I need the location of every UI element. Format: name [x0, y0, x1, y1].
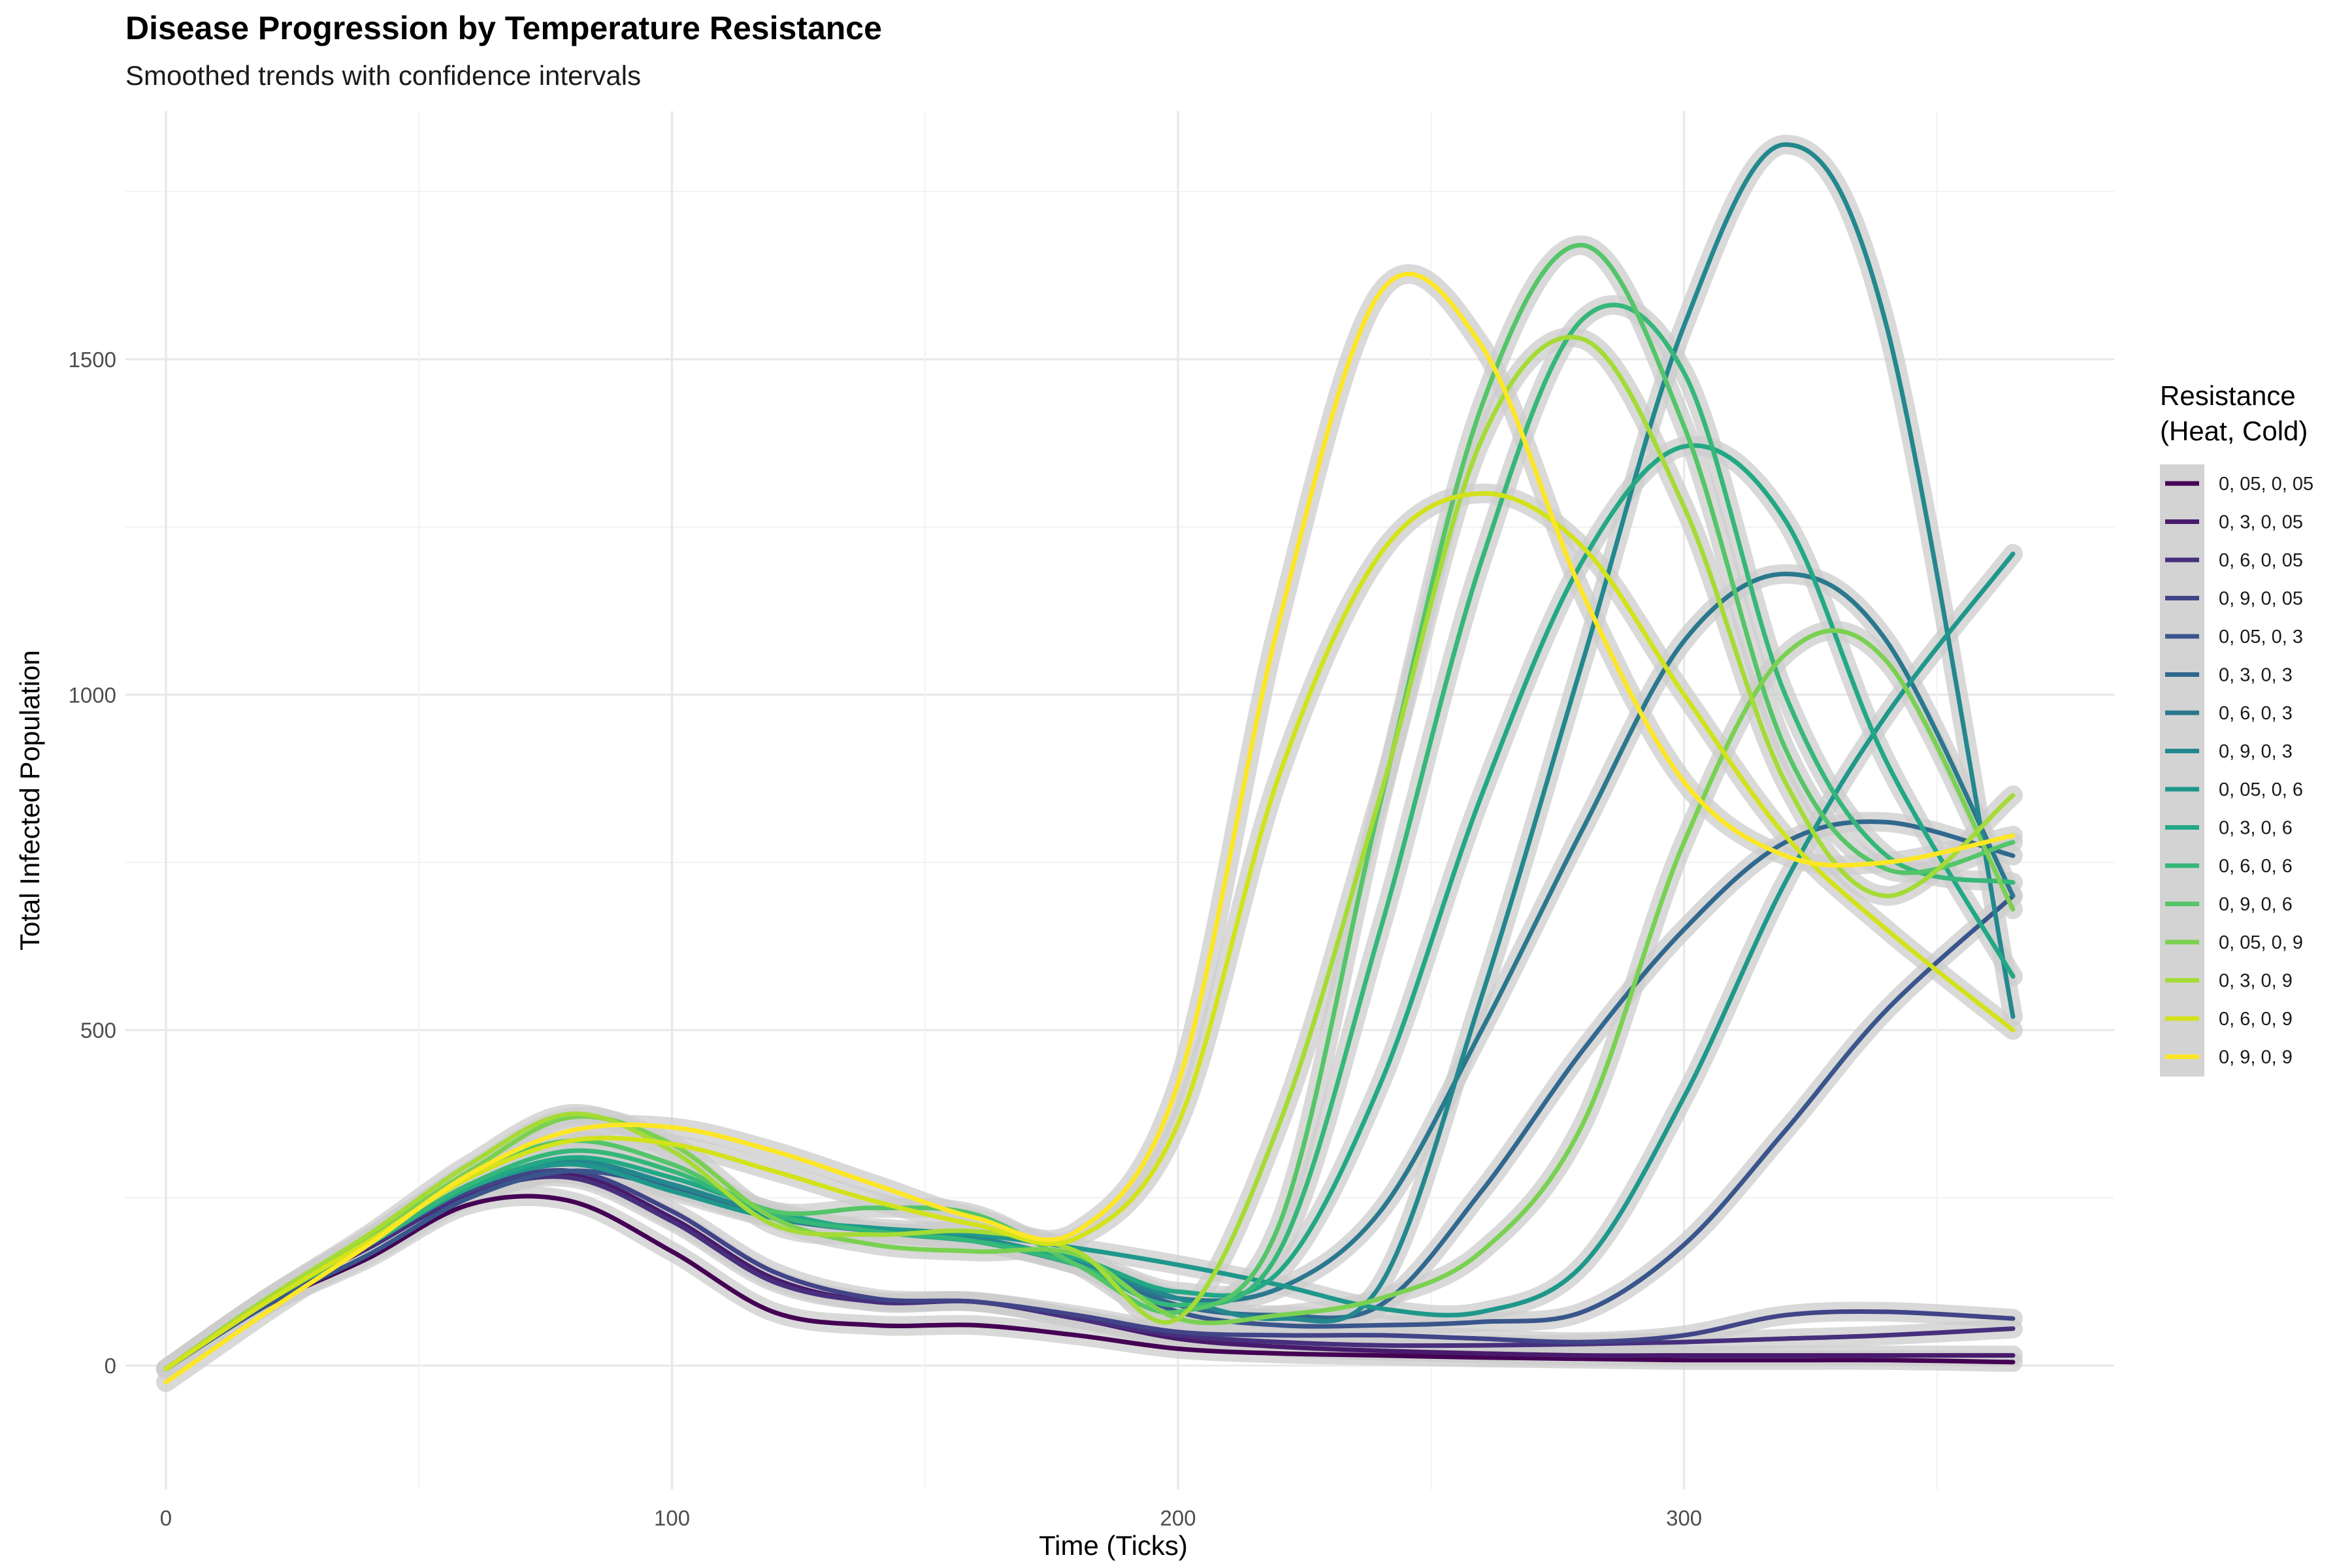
legend-entry-label: 0, 9, 0, 3 — [2219, 742, 2293, 762]
legend-title: Resistance — [2160, 380, 2296, 411]
legend-entry-label: 0, 6, 0, 3 — [2219, 703, 2293, 724]
x-axis-title: Time (Ticks) — [1039, 1530, 1188, 1561]
legend-entry-label: 0, 9, 0, 05 — [2219, 589, 2303, 610]
legend-entry-label: 0, 05, 0, 3 — [2219, 627, 2303, 647]
chart-title: Disease Progression by Temperature Resis… — [125, 10, 882, 46]
legend-entry-label: 0, 6, 0, 6 — [2219, 856, 2293, 877]
legend-entry-label: 0, 9, 0, 9 — [2219, 1047, 2293, 1068]
legend-subtitle: (Heat, Cold) — [2160, 416, 2308, 446]
y-tick-label: 0 — [105, 1354, 116, 1378]
axes: 0 100 200 300 0 500 1000 1500 Time (Ticks) Total … — [14, 348, 1702, 1561]
series-line — [163, 443, 2016, 1371]
x-tick-label: 300 — [1666, 1506, 1702, 1530]
legend-entry-label: 0, 3, 0, 6 — [2219, 818, 2293, 839]
y-axis-title: Total Infected Population — [14, 650, 45, 951]
y-tick-label: 500 — [80, 1019, 116, 1043]
legend-entry-label: 0, 05, 0, 05 — [2219, 474, 2313, 495]
legend-entry-label: 0, 3, 0, 05 — [2219, 512, 2303, 533]
legend-entry-label: 0, 6, 0, 9 — [2219, 1009, 2293, 1030]
series-line — [163, 1194, 2016, 1371]
series-line — [163, 302, 2016, 1371]
series-line — [163, 1168, 2016, 1371]
x-tick-label: 0 — [160, 1506, 172, 1530]
legend-entry-label: 0, 05, 0, 6 — [2219, 779, 2303, 800]
gridlines — [125, 111, 2114, 1490]
legend-entry-label: 0, 05, 0, 9 — [2219, 932, 2303, 953]
legend-entry-label: 0, 9, 0, 6 — [2219, 894, 2293, 915]
series-line — [163, 335, 2016, 1371]
y-tick-label: 1500 — [69, 348, 116, 372]
chart-subtitle: Smoothed trends with confidence interval… — [125, 60, 642, 91]
legend-entry-label: 0, 3, 0, 9 — [2219, 971, 2293, 992]
y-tick-label: 1000 — [69, 683, 116, 707]
series-line — [163, 1174, 2016, 1371]
confidence-band — [156, 811, 2023, 1379]
legend-entry-label: 0, 3, 0, 3 — [2219, 665, 2293, 686]
series-lines — [163, 142, 2016, 1385]
legend-entry-label: 0, 6, 0, 05 — [2219, 550, 2303, 571]
series-line — [163, 819, 2016, 1371]
series-line — [163, 242, 2016, 1371]
x-tick-label: 200 — [1160, 1506, 1196, 1530]
series-line — [163, 271, 2016, 1385]
legend: Resistance (Heat, Cold) 0, 05, 0, 05 0, 3, … — [2160, 380, 2313, 1077]
series-line — [163, 491, 2016, 1371]
x-tick-label: 100 — [654, 1506, 690, 1530]
series-line — [163, 628, 2016, 1371]
